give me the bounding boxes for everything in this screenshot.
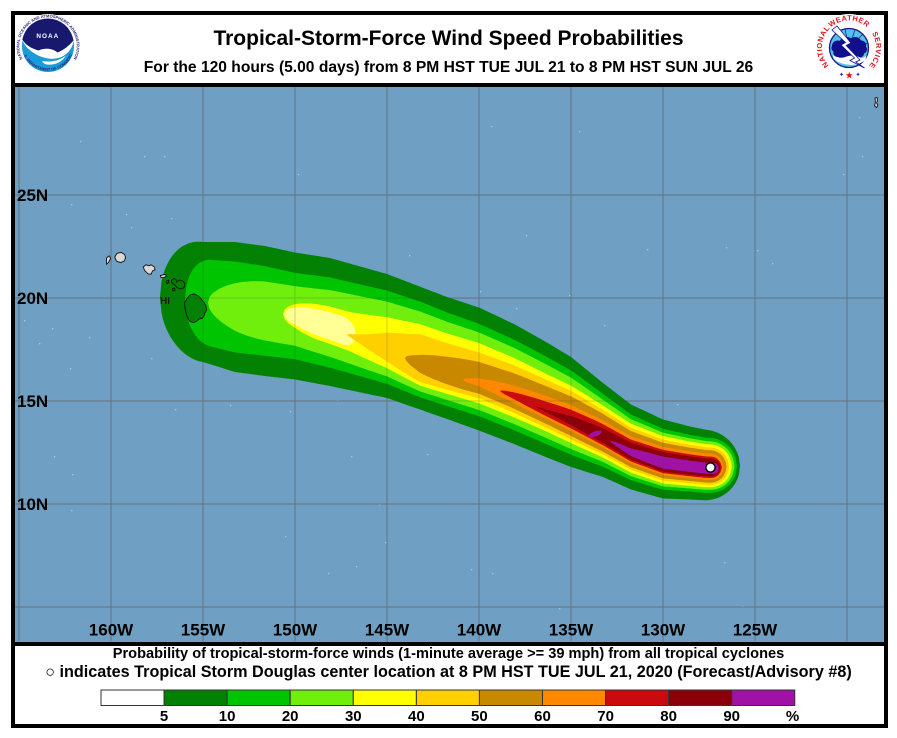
svg-text:15N: 15N bbox=[17, 392, 48, 411]
svg-text:145W: 145W bbox=[365, 621, 410, 640]
svg-text:125W: 125W bbox=[733, 621, 778, 640]
svg-text:60: 60 bbox=[534, 708, 551, 725]
svg-text:130W: 130W bbox=[641, 621, 686, 640]
svg-text:20N: 20N bbox=[17, 289, 48, 308]
svg-text:50: 50 bbox=[471, 708, 488, 725]
svg-text:NOAA: NOAA bbox=[36, 33, 59, 40]
svg-text:155W: 155W bbox=[181, 621, 226, 640]
svg-text:150W: 150W bbox=[273, 621, 318, 640]
svg-text:5: 5 bbox=[160, 708, 168, 725]
svg-text:✦: ✦ bbox=[839, 72, 844, 79]
svg-text:90: 90 bbox=[723, 708, 740, 725]
svg-text:20: 20 bbox=[282, 708, 299, 725]
svg-text:70: 70 bbox=[597, 708, 614, 725]
svg-text:140W: 140W bbox=[457, 621, 502, 640]
svg-text:HI: HI bbox=[160, 296, 170, 307]
svg-text:30: 30 bbox=[345, 708, 362, 725]
svg-text:135W: 135W bbox=[549, 621, 594, 640]
svg-text:80: 80 bbox=[660, 708, 677, 725]
svg-text:25N: 25N bbox=[17, 186, 48, 205]
svg-text:40: 40 bbox=[408, 708, 425, 725]
svg-text:✦: ✦ bbox=[856, 72, 861, 79]
svg-text:★: ★ bbox=[845, 71, 854, 82]
svg-text:10N: 10N bbox=[17, 495, 48, 514]
svg-text:160W: 160W bbox=[89, 621, 134, 640]
svg-text:10: 10 bbox=[219, 708, 236, 725]
svg-text:%: % bbox=[786, 708, 799, 725]
